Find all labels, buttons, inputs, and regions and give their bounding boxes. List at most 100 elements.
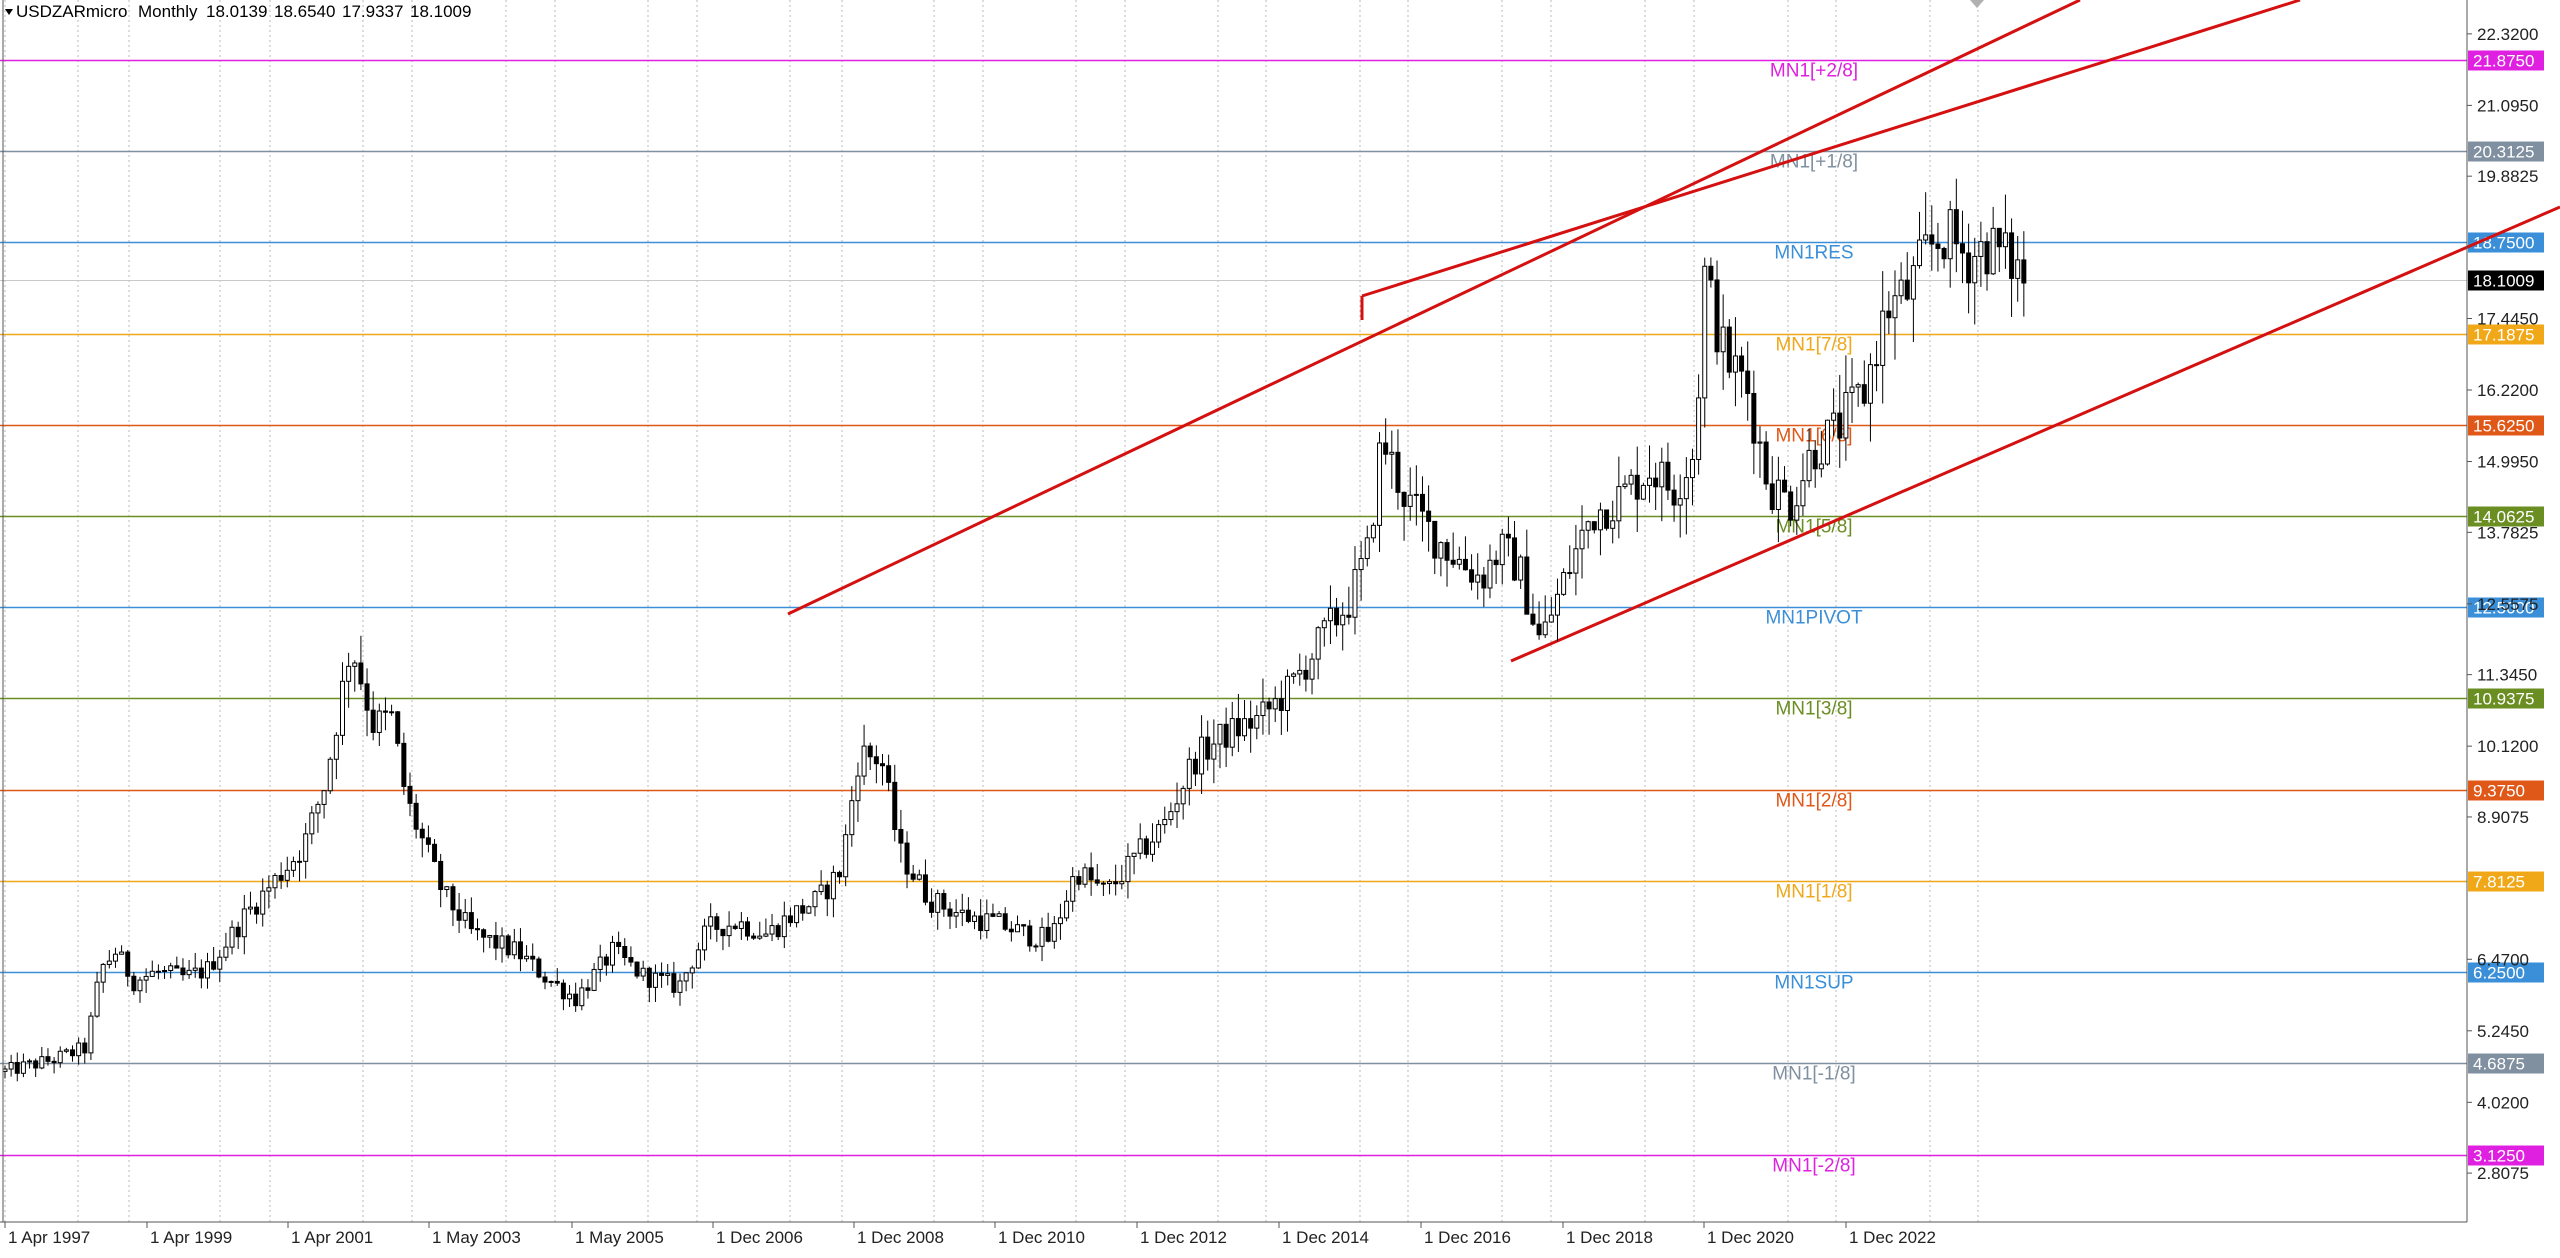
candle	[1021, 924, 1027, 937]
candle-body	[272, 874, 278, 889]
candle-body	[1683, 477, 1689, 500]
candle	[1383, 418, 1389, 465]
candle	[1002, 907, 1008, 932]
trend-lines	[787, 0, 2560, 663]
candle	[689, 965, 695, 989]
candle-body	[1340, 614, 1346, 626]
candle	[1953, 178, 1959, 273]
candle-body	[407, 785, 413, 804]
candle	[714, 913, 720, 942]
candle-body	[69, 1049, 75, 1057]
candle	[843, 824, 849, 887]
candle-body	[8, 1061, 14, 1070]
candle-body	[1180, 787, 1186, 805]
candle	[511, 928, 517, 960]
candle	[106, 949, 112, 969]
candle	[1628, 469, 1634, 495]
candle	[51, 1057, 57, 1074]
candle-body	[1327, 607, 1333, 622]
candle-body	[1137, 838, 1143, 854]
candle	[155, 964, 161, 980]
candle	[8, 1054, 14, 1077]
candle	[659, 962, 665, 988]
candle	[1242, 700, 1248, 741]
candle	[1462, 536, 1468, 571]
y-tick-label: 21.0950	[2477, 96, 2538, 115]
candle-body	[438, 860, 444, 890]
candle-body	[702, 925, 708, 951]
candle	[744, 917, 750, 941]
candle-body	[1481, 574, 1487, 589]
candle	[1352, 546, 1358, 635]
candle-body	[432, 843, 438, 862]
candle-body	[941, 893, 947, 910]
candle	[1149, 823, 1155, 862]
candle	[1456, 546, 1462, 570]
candle	[1585, 520, 1591, 549]
candle	[401, 732, 407, 795]
candle-body	[849, 800, 855, 836]
candle-body	[1377, 442, 1383, 526]
candle	[211, 946, 217, 971]
candle	[787, 907, 793, 927]
candle-body	[20, 1061, 26, 1074]
candle	[585, 979, 591, 999]
candle-body	[499, 935, 505, 949]
candle	[315, 801, 321, 833]
candle-body	[27, 1060, 33, 1063]
price-tag-box	[2468, 506, 2544, 527]
candle-body	[1867, 364, 1873, 404]
candle-body	[1162, 819, 1168, 826]
candle-body	[1487, 559, 1493, 589]
candle-body	[1978, 241, 1984, 257]
candle-body	[223, 946, 229, 958]
candle-body	[2002, 232, 2008, 248]
candle-body	[530, 955, 536, 960]
price-tag-box	[2468, 415, 2544, 436]
candle-body	[1039, 926, 1045, 947]
candle-body	[1953, 209, 1959, 245]
candle-body	[837, 871, 843, 878]
price-tag-box	[2468, 1053, 2544, 1074]
candle	[1137, 823, 1143, 860]
candle	[1653, 462, 1659, 510]
candle-body	[1211, 743, 1217, 760]
candle-body	[1769, 483, 1775, 510]
candle-body	[1334, 607, 1340, 626]
candle-body	[1021, 924, 1027, 927]
candle-body	[1591, 521, 1597, 531]
price-tag-label: 20.3125	[2473, 143, 2534, 162]
candle-body	[910, 873, 916, 880]
candle	[1094, 864, 1100, 886]
candle	[94, 971, 100, 1018]
candle-body	[106, 960, 112, 965]
candle	[824, 880, 830, 917]
candle-body	[757, 935, 763, 939]
candle	[953, 899, 959, 929]
candle-body	[450, 886, 456, 911]
candle	[769, 914, 775, 942]
candle-body	[1395, 451, 1401, 493]
candle	[984, 899, 990, 939]
candle-body	[1739, 355, 1745, 372]
candle	[1248, 700, 1254, 753]
candle-body	[1143, 838, 1149, 855]
candle-body	[1659, 461, 1665, 488]
collapse-triangle-icon[interactable]	[5, 9, 13, 15]
candle	[1438, 541, 1444, 577]
candle-body	[2009, 232, 2015, 279]
candle-body	[1726, 326, 1732, 373]
candle	[1536, 601, 1542, 640]
candle-body	[524, 955, 530, 960]
x-tick-label: 1 Dec 2014	[1282, 1228, 1369, 1247]
candle	[1702, 257, 1708, 428]
candle	[1432, 520, 1438, 575]
candle	[1174, 782, 1180, 829]
murrey-level-label: MN1SUP	[1774, 973, 1853, 994]
candle	[1732, 317, 1738, 407]
candle	[671, 961, 677, 998]
candle-body	[812, 891, 818, 908]
